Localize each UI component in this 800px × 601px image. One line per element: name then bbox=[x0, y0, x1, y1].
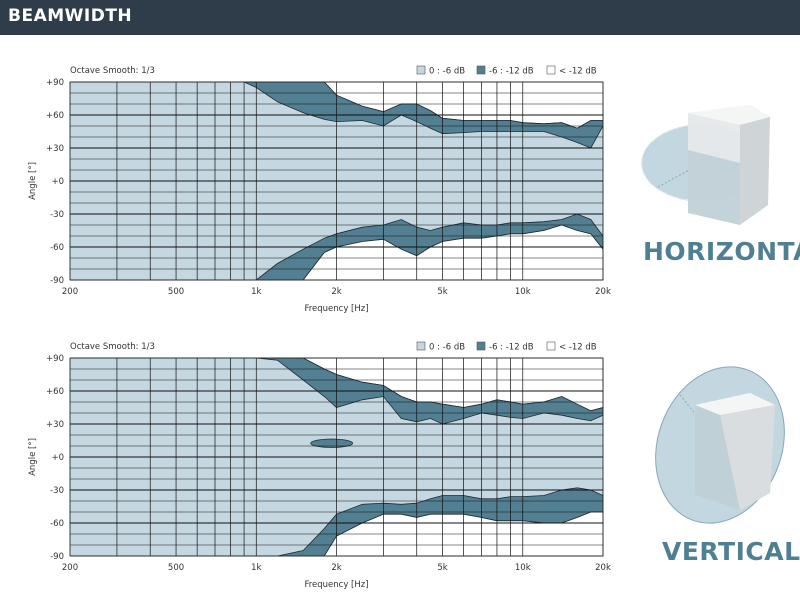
vertical-dispersion-illustration bbox=[655, 366, 785, 524]
plot-frame bbox=[69, 357, 604, 557]
horizontal-dispersion-illustration bbox=[641, 105, 770, 225]
y-tick-label: +30 bbox=[46, 420, 64, 430]
x-tick-label: 10k bbox=[515, 563, 531, 573]
y-tick-label: +90 bbox=[46, 354, 64, 364]
y-tick-label: -60 bbox=[50, 243, 64, 253]
x-tick-label: 10k bbox=[515, 287, 531, 297]
x-tick-label: 200 bbox=[62, 563, 78, 573]
y-tick-label: -30 bbox=[50, 486, 64, 496]
x-tick-label: 5k bbox=[437, 287, 447, 297]
y-tick-label: -90 bbox=[50, 552, 64, 562]
y-tick-label: -90 bbox=[50, 276, 64, 286]
legend-swatch bbox=[546, 65, 556, 75]
legend-label: < -12 dB bbox=[559, 67, 597, 77]
y-tick-label: +60 bbox=[46, 111, 64, 121]
legend-label: -6 : -12 dB bbox=[489, 343, 534, 353]
y-axis-label: Angle [°] bbox=[28, 162, 38, 200]
legend-swatch bbox=[476, 65, 486, 75]
page-title: BEAMWIDTH bbox=[8, 6, 133, 26]
plot-frame bbox=[69, 81, 604, 281]
octave-smooth-note: Octave Smooth: 1/3 bbox=[70, 342, 155, 352]
horizontal-label: HORIZONTAL bbox=[643, 237, 800, 266]
legend-label: 0 : -6 dB bbox=[429, 67, 465, 77]
x-axis-label: Frequency [Hz] bbox=[304, 580, 368, 590]
header-bar: BEAMWIDTH bbox=[0, 0, 800, 35]
y-tick-label: +0 bbox=[51, 177, 64, 187]
legend-swatch bbox=[476, 341, 486, 351]
x-tick-label: 500 bbox=[168, 563, 184, 573]
vertical-label: VERTICAL bbox=[662, 537, 800, 566]
x-tick-label: 500 bbox=[168, 287, 184, 297]
legend-swatch bbox=[546, 341, 556, 351]
y-tick-label: -30 bbox=[50, 210, 64, 220]
legend-label: < -12 dB bbox=[559, 343, 597, 353]
x-tick-label: 2k bbox=[331, 287, 341, 297]
x-tick-label: 20k bbox=[595, 287, 611, 297]
legend-label: 0 : -6 dB bbox=[429, 343, 465, 353]
legend-label: -6 : -12 dB bbox=[489, 67, 534, 77]
y-tick-label: -60 bbox=[50, 519, 64, 529]
legend-swatch bbox=[416, 65, 426, 75]
x-tick-label: 1k bbox=[251, 563, 261, 573]
x-axis-label: Frequency [Hz] bbox=[304, 304, 368, 314]
secondary-lobe bbox=[310, 438, 354, 448]
y-axis-label: Angle [°] bbox=[28, 438, 38, 476]
x-tick-label: 200 bbox=[62, 287, 78, 297]
y-tick-label: +90 bbox=[46, 78, 64, 88]
x-tick-label: 5k bbox=[437, 563, 447, 573]
y-tick-label: +0 bbox=[51, 453, 64, 463]
y-tick-label: +30 bbox=[46, 144, 64, 154]
octave-smooth-note: Octave Smooth: 1/3 bbox=[70, 66, 155, 76]
legend-swatch bbox=[416, 341, 426, 351]
x-tick-label: 2k bbox=[331, 563, 341, 573]
y-tick-label: +60 bbox=[46, 387, 64, 397]
x-tick-label: 1k bbox=[251, 287, 261, 297]
x-tick-label: 20k bbox=[595, 563, 611, 573]
